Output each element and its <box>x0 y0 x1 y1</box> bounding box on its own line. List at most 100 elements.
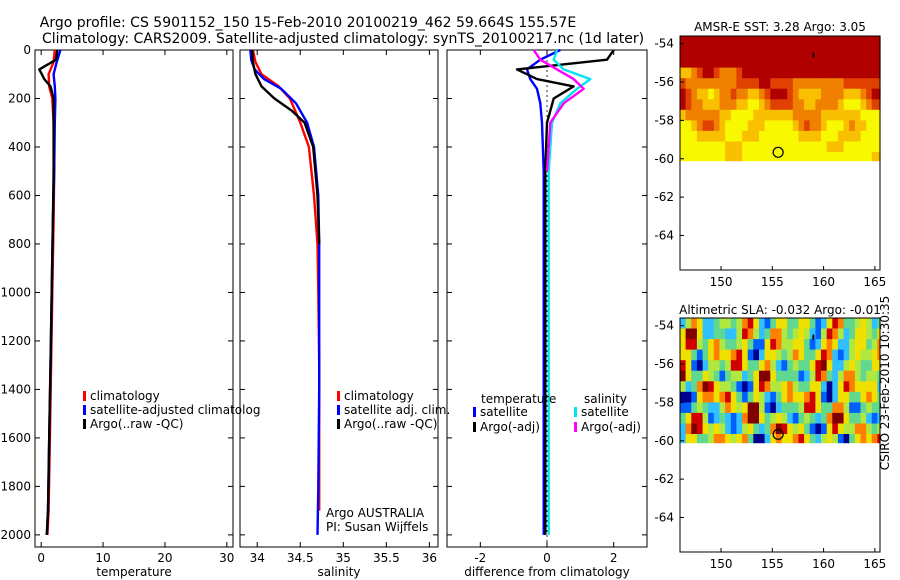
sst_map-cell <box>843 57 850 69</box>
sst_map-cell <box>787 57 794 69</box>
sla_map-cell <box>787 423 794 435</box>
sla_map-cell <box>866 391 873 403</box>
sst_map-cell <box>764 99 771 111</box>
sla_map-cell <box>730 370 737 382</box>
sla_map-cell <box>713 328 720 340</box>
sla_map-cell <box>843 412 850 424</box>
sst_map-cell <box>742 152 749 162</box>
sla_map-cell <box>764 339 771 351</box>
sla_map-cell <box>809 412 816 424</box>
sla_map-cell <box>696 381 704 393</box>
sla_map-cell <box>713 339 720 351</box>
sst_map-cell <box>742 141 749 153</box>
sst_map-cell <box>680 46 687 58</box>
sst_map-cell <box>781 141 788 153</box>
sst_map-cell <box>832 99 839 111</box>
sst_map-cell <box>781 46 788 58</box>
sst_map-cell <box>736 88 743 100</box>
sst_map-cell <box>837 99 845 111</box>
sla_map-cell <box>792 402 799 414</box>
sla_map-cell <box>792 381 799 393</box>
sst_map-cell <box>849 36 856 48</box>
sst_map-cell <box>798 120 805 132</box>
sla_map-cell <box>725 328 732 340</box>
sst_map-cell <box>770 88 777 100</box>
sst_map-cell <box>764 67 771 79</box>
sst_map-cell <box>821 130 828 142</box>
sst_map-cell <box>680 120 687 132</box>
sla_map-cell <box>736 381 743 393</box>
temperature-series-2 <box>38 49 59 535</box>
sla_map-cell <box>764 434 771 444</box>
sla_map-cell <box>685 391 692 403</box>
sla_map-cell <box>832 381 839 393</box>
sla_map-cell <box>843 360 850 372</box>
sst_map-cell <box>736 130 743 142</box>
sst_map-cell <box>691 78 698 90</box>
sla_map-cell <box>696 349 704 361</box>
sst_map-cell <box>753 130 760 142</box>
sla_map-cell <box>708 318 715 330</box>
temperature-legend-label: satellite-adjusted climatolog <box>90 403 260 417</box>
sla_map-cell <box>713 349 720 361</box>
sla_map-cell <box>736 360 743 372</box>
sst_map-cell <box>860 120 867 132</box>
sla_map-cell <box>759 423 766 435</box>
sst_map-cell <box>849 130 856 142</box>
sla_map-cell <box>736 370 743 382</box>
sla_map-cell <box>804 402 811 414</box>
sst_map-cell <box>809 67 816 79</box>
salinity-xtick-label: 36 <box>422 551 437 565</box>
salinity-series-1 <box>249 49 321 535</box>
sla_map-cell <box>871 318 878 330</box>
sst_map-cell <box>742 88 749 100</box>
sst_map-cell <box>775 46 783 58</box>
sla_map-cell <box>837 423 845 435</box>
sla_map-cell <box>792 370 799 382</box>
sla_map-cell <box>736 402 743 414</box>
sla_map-cell <box>702 339 709 351</box>
sla_map-cell <box>708 412 715 424</box>
sst_map-cell <box>759 88 766 100</box>
difference-xtick-label: -2 <box>474 551 486 565</box>
sla_map-cell <box>775 349 783 361</box>
sla_map-cell <box>826 402 833 414</box>
sst_map-cell <box>854 67 862 79</box>
sst_map-cell <box>719 78 726 90</box>
sla_map-cell <box>877 434 881 444</box>
depth-tick-label: 1400 <box>0 382 31 396</box>
sla_map-cell <box>792 423 799 435</box>
sla_map-cell <box>747 318 754 330</box>
sst_map-cell <box>781 67 788 79</box>
sla_map-cell <box>719 412 726 424</box>
salinity-xtick-label: 35.5 <box>373 551 400 565</box>
sst_map-cell <box>809 130 816 142</box>
sst_map-cell <box>747 120 754 132</box>
sla_map-cell <box>770 349 777 361</box>
sst_map-cell <box>792 130 799 142</box>
sla_map-cell <box>792 412 799 424</box>
sla_map-cell <box>696 423 704 435</box>
sst_map-cell <box>843 36 850 48</box>
sla_map-cell <box>759 339 766 351</box>
sst_map-cell <box>713 120 720 132</box>
sst_map-cell <box>781 88 788 100</box>
sst_map-cell <box>770 36 777 48</box>
sla_map-cell <box>719 434 726 444</box>
sst_map-cell <box>702 152 709 162</box>
sla_map-cell <box>792 318 799 330</box>
sla_map-cell <box>708 402 715 414</box>
sla_map-cell <box>798 360 805 372</box>
sla_map-cell <box>832 412 839 424</box>
sst_map-cell <box>742 78 749 90</box>
sst_map-cell <box>759 120 766 132</box>
sst_map-cell <box>742 99 749 111</box>
sst_map-cell <box>821 109 828 121</box>
sst_map-cell <box>680 130 687 142</box>
sst_map-cell <box>854 109 862 121</box>
sla_map-cell <box>781 349 788 361</box>
sla_map-cell <box>730 360 737 372</box>
sst_map-cell <box>685 78 692 90</box>
sst_map-cell <box>736 152 743 162</box>
sst_map-cell <box>696 152 704 162</box>
